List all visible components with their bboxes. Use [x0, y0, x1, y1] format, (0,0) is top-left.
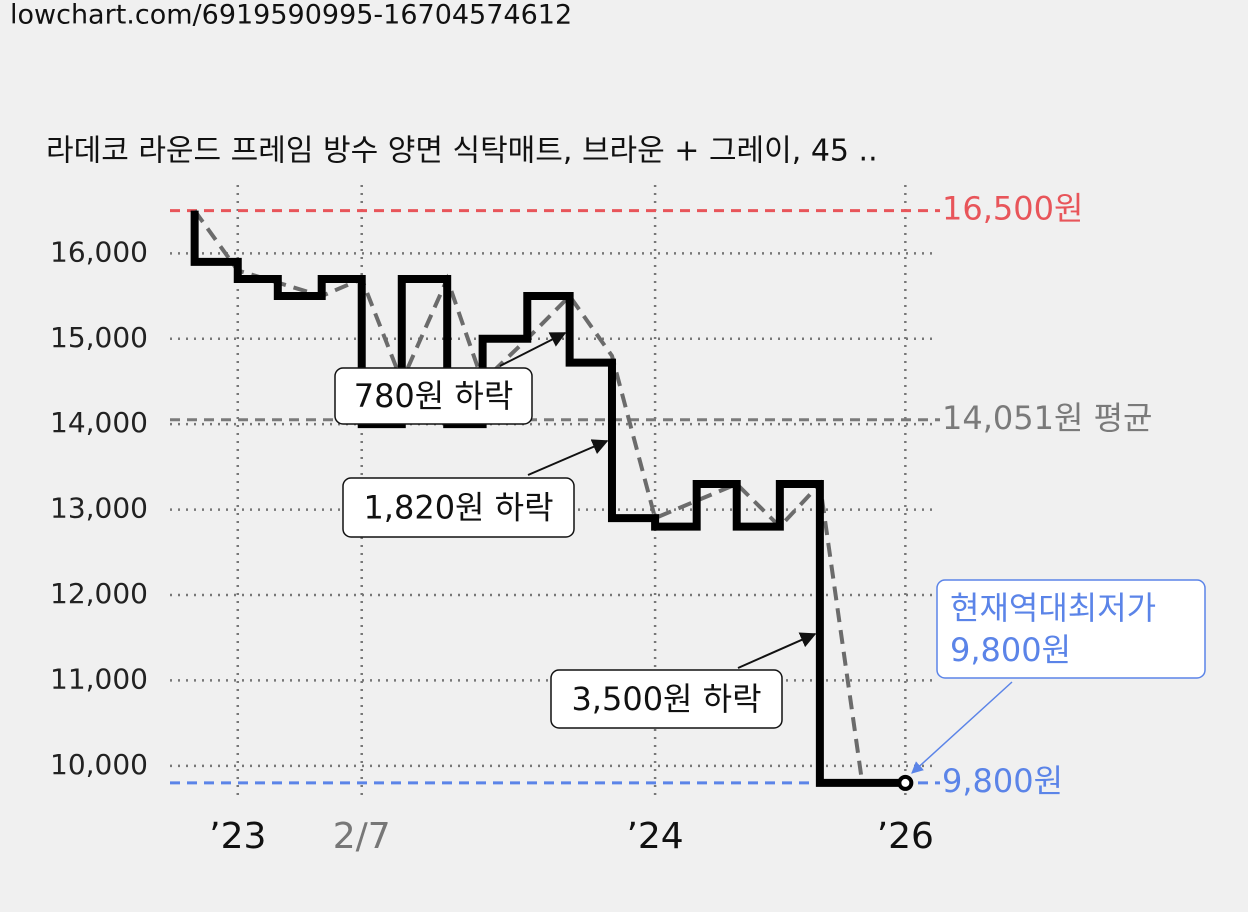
y-tick-label: 14,000	[50, 406, 148, 439]
chart-title: 라데코 라운드 프레임 방수 양면 식탁매트, 브라운 + 그레이, 45 ..	[46, 134, 878, 169]
annotation-box	[550, 669, 783, 729]
reference-label: 14,051원 평균	[942, 399, 1152, 437]
annotation-text: 3,500원 하락	[571, 680, 761, 718]
annotation-text: 현재역대최저가	[950, 589, 1156, 627]
reference-label: 16,500원	[942, 190, 1083, 228]
y-tick-label: 12,000	[50, 577, 148, 610]
annotation-box	[936, 579, 1206, 679]
annotation-box	[342, 477, 575, 538]
y-tick-label: 15,000	[50, 321, 148, 354]
y-tick-label: 16,000	[50, 235, 148, 268]
x-tick-label: ’24	[626, 816, 683, 857]
y-tick-label: 11,000	[50, 662, 148, 695]
url: lowchart.com/6919590995-16704574612	[10, 0, 572, 31]
reference-label: 9,800원	[942, 762, 1063, 800]
trend-line	[193, 209, 906, 785]
annotation-arrow	[527, 439, 609, 476]
x-tick-label: ’26	[877, 816, 934, 857]
x-tick-label: ’23	[209, 816, 266, 857]
y-tick-label: 10,000	[50, 748, 148, 781]
annotation-text: 1,820원 하락	[363, 489, 553, 527]
annotation-box	[334, 367, 533, 425]
annotation-text: 780원 하락	[354, 377, 514, 415]
x-tick-label: 2/7	[333, 816, 391, 857]
step-line	[190, 210, 906, 787]
annotation-text: 9,800원	[950, 631, 1071, 669]
end-point	[897, 774, 914, 791]
annotation-arrow	[911, 681, 1013, 774]
annotation-arrow	[499, 332, 567, 367]
annotation-arrow	[737, 632, 817, 669]
y-tick-label: 13,000	[50, 492, 148, 525]
